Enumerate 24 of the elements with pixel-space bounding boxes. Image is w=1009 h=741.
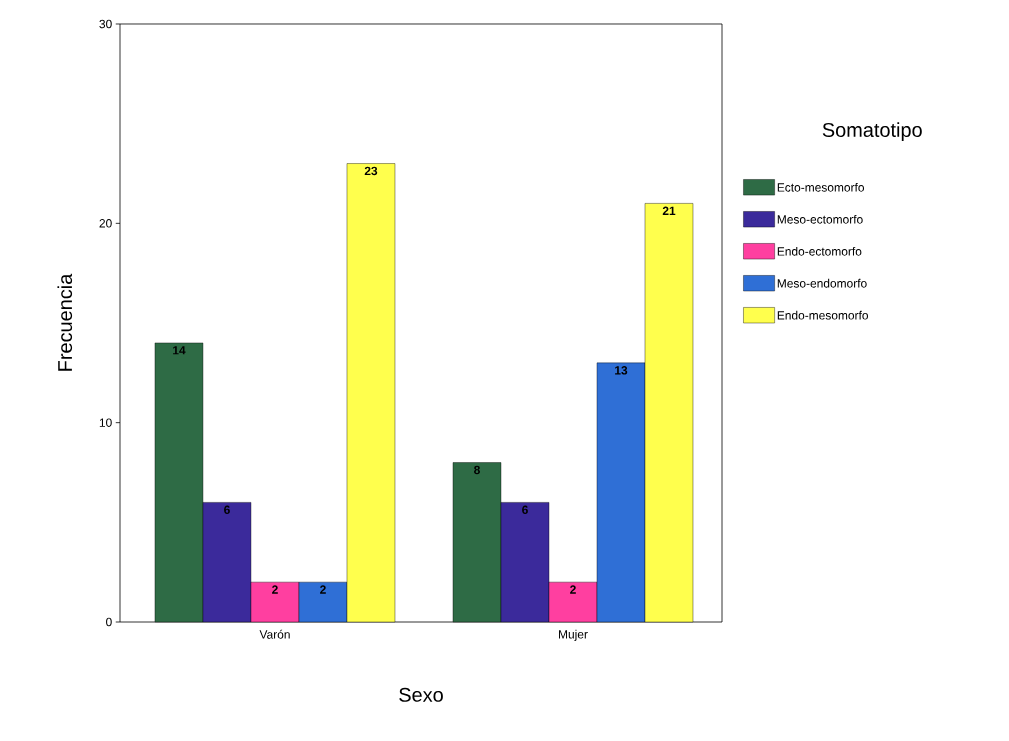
legend-label: Endo-ectomorfo: [777, 246, 862, 256]
data-label: 13: [615, 366, 628, 375]
legend-label: Meso-ectomorfo: [777, 214, 863, 224]
data-label: 21: [662, 206, 676, 215]
data-label: 23: [364, 166, 378, 176]
data-label: 14: [173, 346, 186, 355]
x-tick-label: Varón: [259, 629, 290, 639]
legend-label: Endo-mesomorfo: [777, 310, 868, 320]
data-label: 8: [474, 465, 480, 475]
y-tick-label: 10: [99, 418, 112, 427]
data-label: 6: [224, 505, 230, 515]
legend-label: Ecto-mesomorfo: [777, 182, 865, 192]
y-axis-title: Frecuencia: [57, 273, 73, 371]
legend-label: Meso-endomorfo: [777, 278, 867, 288]
data-label: 2: [272, 585, 278, 594]
y-tick-label: 20: [99, 219, 112, 228]
x-axis-title: Sexo: [399, 687, 443, 702]
x-tick-label: Mujer: [559, 629, 588, 641]
y-tick-label: 30: [99, 19, 112, 29]
data-label: 2: [320, 585, 326, 594]
legend-title: Somatotipo: [822, 122, 922, 141]
data-label: 2: [570, 585, 576, 594]
y-tick-label: 0: [106, 617, 112, 627]
data-label: 6: [522, 505, 528, 515]
